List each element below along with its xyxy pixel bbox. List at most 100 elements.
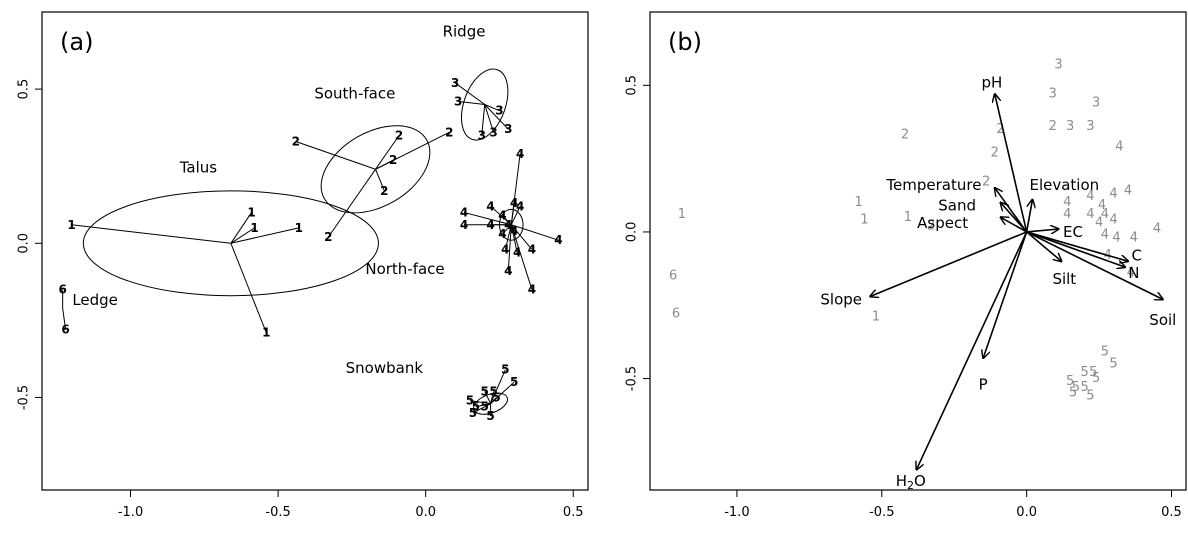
site-point: 2 <box>982 175 990 190</box>
group-ellipse <box>82 190 379 297</box>
panel-a-x-tick-label: 0.0 <box>415 505 436 520</box>
panel-b-y-tick-label: 0.0 <box>625 222 640 243</box>
site-point: 2 <box>927 219 935 234</box>
site-point: 2 <box>292 135 300 149</box>
group-spoke <box>327 168 376 238</box>
panel-b-x-tick-label: 0.0 <box>1016 505 1037 520</box>
site-point: 1 <box>860 213 868 228</box>
vector-label-text: H <box>896 472 907 490</box>
site-point: 4 <box>1124 183 1132 198</box>
site-point: 4 <box>1086 207 1094 222</box>
site-point: 5 <box>492 390 500 404</box>
group-label: Talus <box>179 158 218 176</box>
site-point: 6 <box>669 268 677 283</box>
group-spoke <box>481 104 486 136</box>
site-point: 4 <box>498 227 506 241</box>
site-point: 4 <box>498 209 506 223</box>
group-spoke <box>490 369 506 404</box>
site-point: 3 <box>489 125 497 139</box>
site-point: 4 <box>504 218 512 232</box>
site-point: 2 <box>996 122 1004 137</box>
site-point: 2 <box>445 125 453 139</box>
group-spoke <box>510 224 533 250</box>
vector-arrow <box>1026 229 1059 232</box>
group-label: North-face <box>365 260 444 278</box>
site-point: 4 <box>460 218 468 232</box>
panel-a-x-tick-label: -0.5 <box>265 505 290 520</box>
group-spoke <box>230 212 252 244</box>
group-spoke <box>469 400 491 405</box>
site-point: 5 <box>1101 345 1109 360</box>
site-point: 4 <box>486 199 494 213</box>
site-point: 6 <box>672 307 680 322</box>
panel-b-x-tick-label: -0.5 <box>869 505 894 520</box>
site-point: 4 <box>510 196 518 210</box>
group-spoke <box>510 206 521 226</box>
site-point: 5 <box>469 406 477 420</box>
group-spoke <box>484 104 500 112</box>
site-point: 5 <box>1072 380 1080 395</box>
site-point: 4 <box>510 224 518 238</box>
panel-a-x-tick-label: 0.5 <box>563 505 584 520</box>
vector-arrow <box>1001 203 1028 233</box>
vector-arrow <box>995 188 1028 233</box>
site-point: 4 <box>1095 216 1103 231</box>
site-point: 4 <box>1063 195 1071 210</box>
group-ellipse <box>320 125 431 214</box>
vector-label: N <box>1128 264 1139 282</box>
panel-b: -1.0 -0.5 0.0 0.5-0.50.00.5(b)111 112 2222233… <box>625 11 1187 520</box>
site-point: 3 <box>1086 119 1094 134</box>
site-point: 5 <box>501 363 509 377</box>
site-point: 5 <box>486 409 494 423</box>
site-point: 3 <box>1092 95 1100 110</box>
site-point: 5 <box>1080 380 1088 395</box>
site-point: 4 <box>1127 265 1135 280</box>
site-point: 6 <box>58 283 66 297</box>
group-talus: 1 1 1 1 1 Talus <box>67 158 379 340</box>
site-point: 4 <box>501 242 509 256</box>
vector-arrow <box>870 231 1027 297</box>
site-point: 2 <box>1049 119 1057 134</box>
site-point: 6 <box>61 323 69 337</box>
vector-label: Temperature <box>885 176 981 194</box>
site-point: 5 <box>1089 365 1097 380</box>
site-point: 4 <box>1101 227 1109 242</box>
vector-arrow <box>983 231 1028 358</box>
site-point: 5 <box>1080 365 1088 380</box>
site-point: 5 <box>481 384 489 398</box>
site-point: 4 <box>1109 186 1117 201</box>
site-point: 1 <box>262 326 270 340</box>
site-point: 2 <box>380 184 388 198</box>
vector-arrow <box>1026 231 1128 261</box>
group-spoke <box>472 403 491 414</box>
vector-label: C <box>1132 246 1142 264</box>
site-point: 1 <box>904 210 912 225</box>
group-spoke <box>375 131 450 170</box>
site-point: 2 <box>389 153 397 167</box>
site-point: 3 <box>478 128 486 142</box>
site-point: 1 <box>250 221 258 235</box>
panel-a-y-tick-label: 0.5 <box>17 79 32 100</box>
site-point: 5 <box>1086 389 1094 404</box>
group-spoke <box>230 227 299 244</box>
site-point: 5 <box>1066 374 1074 389</box>
site-point: 4 <box>1153 222 1161 237</box>
site-point: 4 <box>554 233 562 247</box>
site-point: 5 <box>481 400 489 414</box>
group-spoke <box>230 243 267 333</box>
group-spoke <box>484 104 509 130</box>
panel-a-y-tick-label: 0.0 <box>17 233 32 254</box>
panel-b-panel-label: (b) <box>668 28 702 56</box>
panel-a-x-tick-label: -1.0 <box>118 505 143 520</box>
site-point: 2 <box>901 128 909 143</box>
site-point: 3 <box>451 76 459 90</box>
site-point: 5 <box>510 375 518 389</box>
site-point: 4 <box>513 246 521 260</box>
site-point: 4 <box>528 283 536 297</box>
group-label: Snowbank <box>346 359 424 377</box>
site-point: 4 <box>1112 230 1120 245</box>
site-point: 4 <box>1109 213 1117 228</box>
site-point: 4 <box>504 264 512 278</box>
vector-label: P <box>979 375 988 393</box>
